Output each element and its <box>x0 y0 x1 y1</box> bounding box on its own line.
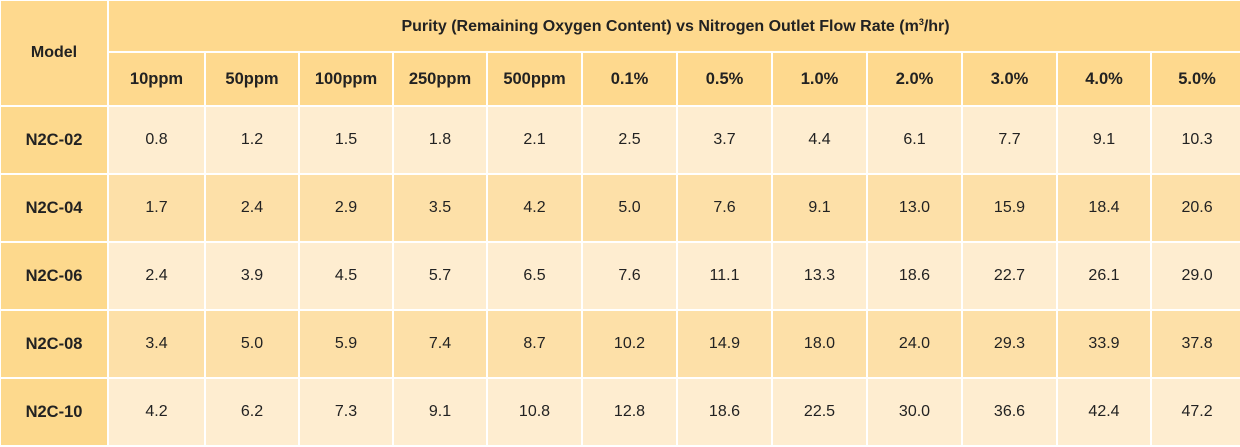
flow-rate-cell: 47.2 <box>1149 377 1240 447</box>
flow-rate-cell: 1.8 <box>392 105 488 175</box>
flow-rate-cell: 3.7 <box>676 105 773 175</box>
flow-rate-cell: 2.9 <box>298 173 394 243</box>
table-row: N2C-04 1.7 2.4 2.9 3.5 4.2 5.0 7.6 9.1 13.0 15.9 18… <box>0 173 1240 243</box>
flow-rate-cell: 5.9 <box>298 309 394 379</box>
flow-rate-cell: 7.6 <box>676 173 773 243</box>
flow-rate-cell: 5.0 <box>204 309 300 379</box>
flow-rate-cell: 18.4 <box>1056 173 1152 243</box>
flow-rate-cell: 4.2 <box>107 377 206 447</box>
flow-rate-cell: 7.3 <box>298 377 394 447</box>
flow-rate-cell: 4.4 <box>771 105 868 175</box>
flow-rate-cell: 4.2 <box>486 173 583 243</box>
flow-rate-cell: 13.0 <box>866 173 963 243</box>
purity-header-cell: 1.0% <box>771 51 868 107</box>
flow-rate-cell: 42.4 <box>1056 377 1152 447</box>
flow-rate-cell: 10.3 <box>1149 105 1240 175</box>
table-row: N2C-10 4.2 6.2 7.3 9.1 10.8 12.8 18.6 22.5 30.0 36… <box>0 377 1240 447</box>
flow-rate-cell: 9.1 <box>392 377 488 447</box>
flow-rate-cell: 9.1 <box>1056 105 1152 175</box>
flow-rate-cell: 4.5 <box>298 241 394 311</box>
flow-rate-cell: 3.9 <box>204 241 300 311</box>
flow-rate-cell: 37.8 <box>1149 309 1240 379</box>
group-header-sup: 3 <box>918 16 924 27</box>
table-row: N2C-02 0.8 1.2 1.5 1.8 2.1 2.5 3.7 4.4 6.1 7.7 9.1 1… <box>0 105 1240 175</box>
flow-rate-cell: 13.3 <box>771 241 868 311</box>
flow-rate-cell: 15.9 <box>961 173 1058 243</box>
flow-rate-cell: 0.8 <box>107 105 206 175</box>
flow-rate-cell: 10.2 <box>581 309 678 379</box>
flow-rate-cell: 3.5 <box>392 173 488 243</box>
flow-rate-cell: 5.7 <box>392 241 488 311</box>
purity-header-cell: 2.0% <box>866 51 963 107</box>
flow-rate-cell: 7.4 <box>392 309 488 379</box>
purity-header-cell: 0.1% <box>581 51 678 107</box>
flow-rate-cell: 5.0 <box>581 173 678 243</box>
flow-rate-cell: 18.6 <box>676 377 773 447</box>
purity-header-row: 10ppm 50ppm 100ppm 250ppm 500ppm 0.1% 0.5% 1.0%… <box>0 51 1240 107</box>
model-cell: N2C-08 <box>0 309 109 379</box>
flow-rate-cell: 12.8 <box>581 377 678 447</box>
flow-rate-cell: 3.4 <box>107 309 206 379</box>
purity-header-cell: 3.0% <box>961 51 1058 107</box>
flow-rate-cell: 6.2 <box>204 377 300 447</box>
purity-header-cell: 0.5% <box>676 51 773 107</box>
flow-rate-cell: 22.5 <box>771 377 868 447</box>
flow-rate-cell: 11.1 <box>676 241 773 311</box>
model-cell: N2C-02 <box>0 105 109 175</box>
flow-rate-cell: 9.1 <box>771 173 868 243</box>
flow-rate-cell: 29.3 <box>961 309 1058 379</box>
flow-rate-cell: 18.6 <box>866 241 963 311</box>
group-header-suffix: /hr) <box>923 17 950 35</box>
flow-rate-cell: 6.5 <box>486 241 583 311</box>
flow-rate-cell: 1.2 <box>204 105 300 175</box>
flow-rate-cell: 2.1 <box>486 105 583 175</box>
table-row: N2C-08 3.4 5.0 5.9 7.4 8.7 10.2 14.9 18.0 24.0 29.… <box>0 309 1240 379</box>
flow-rate-cell: 22.7 <box>961 241 1058 311</box>
purity-header-cell: 5.0% <box>1149 51 1240 107</box>
flow-rate-cell: 7.7 <box>961 105 1058 175</box>
flow-rate-cell: 2.4 <box>107 241 206 311</box>
flow-rate-cell: 1.7 <box>107 173 206 243</box>
flow-rate-cell: 29.0 <box>1149 241 1240 311</box>
flow-rate-cell: 1.5 <box>298 105 394 175</box>
table-row: N2C-06 2.4 3.9 4.5 5.7 6.5 7.6 11.1 13.3 18.6 22.7… <box>0 241 1240 311</box>
purity-header-cell: 250ppm <box>392 51 488 107</box>
purity-header-cell: 500ppm <box>486 51 583 107</box>
flow-rate-cell: 26.1 <box>1056 241 1152 311</box>
group-header-prefix: Purity (Remaining Oxygen Content) vs Nit… <box>401 17 919 35</box>
model-cell: N2C-06 <box>0 241 109 311</box>
flow-rate-cell: 6.1 <box>866 105 963 175</box>
flow-rate-cell: 2.5 <box>581 105 678 175</box>
purity-header-cell: 50ppm <box>204 51 300 107</box>
model-cell: N2C-04 <box>0 173 109 243</box>
flow-rate-cell: 7.6 <box>581 241 678 311</box>
purity-header-cell: 100ppm <box>298 51 394 107</box>
flow-rate-cell: 30.0 <box>866 377 963 447</box>
flow-rate-cell: 14.9 <box>676 309 773 379</box>
purity-header-cell: 4.0% <box>1056 51 1152 107</box>
flow-rate-cell: 33.9 <box>1056 309 1152 379</box>
purity-header-cell: 10ppm <box>107 51 206 107</box>
model-cell: N2C-10 <box>0 377 109 447</box>
flow-rate-cell: 24.0 <box>866 309 963 379</box>
flow-rate-cell: 2.4 <box>204 173 300 243</box>
table-body: N2C-02 0.8 1.2 1.5 1.8 2.1 2.5 3.7 4.4 6.1 7.7 9.1 1… <box>0 105 1240 447</box>
model-header: Model <box>0 0 109 107</box>
flow-rate-cell: 20.6 <box>1149 173 1240 243</box>
flow-rate-cell: 8.7 <box>486 309 583 379</box>
flow-rate-cell: 36.6 <box>961 377 1058 447</box>
flow-rate-cell: 10.8 <box>486 377 583 447</box>
flow-rate-cell: 18.0 <box>771 309 868 379</box>
group-header: Purity (Remaining Oxygen Content) vs Nit… <box>106 0 1240 53</box>
